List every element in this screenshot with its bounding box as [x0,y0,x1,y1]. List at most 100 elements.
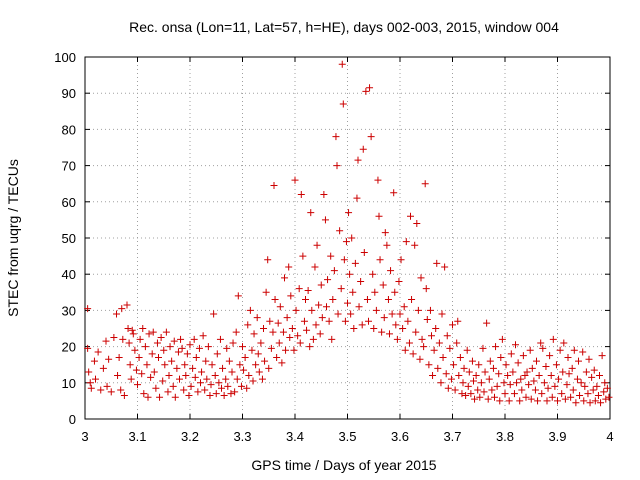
data-point [518,386,526,394]
data-point [222,375,230,383]
data-point [369,270,377,278]
data-point [475,361,483,369]
data-point [212,390,220,398]
chart-title: Rec. onsa (Lon=11, Lat=57, h=HE), days 0… [129,19,559,35]
data-point [216,335,224,343]
data-point [94,348,102,356]
data-point [210,310,218,318]
data-point [579,348,587,356]
data-point [526,346,534,354]
data-point [201,386,209,394]
data-point [171,393,179,401]
data-point [442,370,450,378]
data-point [399,325,407,332]
data-point [285,263,293,271]
data-point [327,252,335,260]
data-point [207,381,215,389]
data-point [177,335,185,343]
data-point [357,277,365,285]
data-point [309,335,317,343]
data-point [556,346,564,354]
data-point [281,274,288,282]
data-point [211,372,219,380]
x-axis-label: GPS time / Days of year 2015 [251,457,436,473]
data-point [580,397,588,405]
data-point [148,350,156,358]
data-point [430,346,438,354]
data-point [472,372,480,380]
data-point [233,375,241,383]
data-point [90,357,98,365]
data-point [407,212,414,220]
data-point [485,375,493,383]
data-point [84,305,92,313]
data-point [363,296,371,304]
data-point [348,234,356,242]
data-point [254,350,262,358]
data-point [339,100,347,108]
data-point [269,328,277,336]
data-point [228,368,236,376]
data-point [350,325,358,332]
data-point [141,343,149,351]
data-point [291,176,299,184]
data-point [126,361,134,369]
y-tick-label: 10 [62,376,76,391]
data-point [491,393,498,401]
data-point [523,368,531,376]
data-point [401,346,409,354]
x-tick-labels: 3 3.1 3.2 3.3 3.4 3.5 3.6 3.7 3.8 3.9 4 [81,429,613,444]
data-point [159,377,167,385]
data-point [412,328,420,336]
data-point [182,372,190,380]
data-point [311,263,319,271]
data-point [153,339,161,347]
data-point [279,328,287,336]
data-point [308,306,316,314]
data-point [330,267,338,275]
data-point [315,301,323,309]
data-point [586,399,594,407]
data-point [543,397,551,405]
data-point [316,330,324,338]
data-point [509,368,517,376]
data-point [388,310,396,318]
data-point [129,330,137,338]
data-point [519,352,527,360]
data-point [165,372,173,380]
data-point [189,364,197,372]
data-point [438,310,446,318]
data-point [602,395,610,403]
data-point [192,353,200,361]
data-point [517,375,525,383]
data-point [558,390,566,398]
data-point [480,388,488,396]
data-point [435,339,443,347]
data-point [559,368,567,376]
data-point [114,372,122,380]
data-point [450,361,458,369]
data-point [323,303,330,311]
data-point [176,375,183,383]
data-point [232,328,240,336]
data-point [387,267,395,275]
data-point [87,384,95,392]
data-point [97,386,105,394]
data-point [264,256,272,264]
data-point [296,339,304,347]
data-point [265,364,273,372]
data-point [245,372,253,380]
data-point [169,382,177,390]
data-point [215,379,223,387]
data-point [115,353,123,361]
x-tick-label: 3.3 [233,429,251,444]
data-point [282,346,290,354]
data-point [240,366,248,374]
data-point [195,344,203,352]
x-tick-label: 3.1 [128,429,146,444]
data-point [453,339,461,347]
data-point [198,368,206,376]
y-tick-label: 60 [62,195,76,210]
data-point [456,353,464,361]
data-point [446,344,454,352]
